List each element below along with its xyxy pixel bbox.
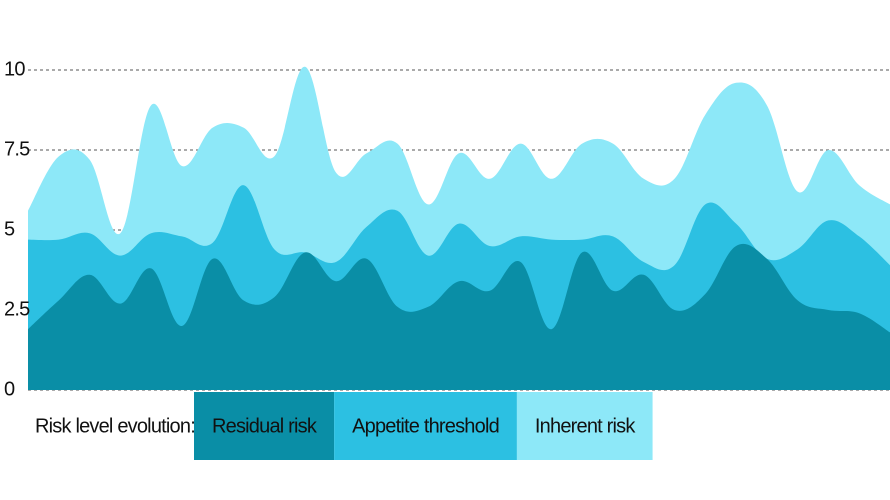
legend-label: Appetite threshold xyxy=(352,415,499,437)
legend-title: Risk level evolution: xyxy=(35,415,195,437)
legend-label: Residual risk xyxy=(212,415,318,437)
y-tick-label: 5 xyxy=(4,218,15,240)
legend-swatch xyxy=(194,392,335,460)
area xyxy=(28,243,890,390)
plot-area xyxy=(28,66,890,390)
legend-label: Inherent risk xyxy=(535,415,636,437)
y-tick-label: 0 xyxy=(4,378,15,400)
legend: Risk level evolution: Residual risk Appet… xyxy=(35,392,653,460)
y-axis: 0 2.5 5 7.5 10 xyxy=(4,58,31,400)
y-tick-label: 2.5 xyxy=(4,298,30,320)
legend-swatch xyxy=(516,392,653,460)
legend-swatch xyxy=(334,392,517,460)
y-tick-label: 10 xyxy=(4,58,25,80)
y-tick-label: 7.5 xyxy=(4,138,30,160)
